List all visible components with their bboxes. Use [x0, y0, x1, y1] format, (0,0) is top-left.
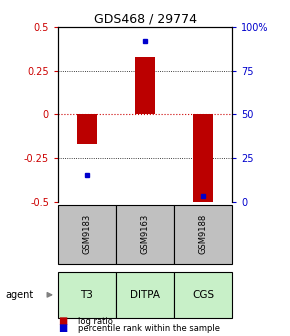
Text: CGS: CGS: [192, 290, 214, 300]
Bar: [77, 114, 97, 144]
Text: DITPA: DITPA: [130, 290, 160, 300]
Text: GSM9188: GSM9188: [198, 214, 208, 254]
Text: GSM9163: GSM9163: [140, 214, 150, 254]
Text: ■: ■: [58, 316, 67, 326]
Text: percentile rank within the sample: percentile rank within the sample: [78, 324, 220, 333]
Text: T3: T3: [81, 290, 93, 300]
Title: GDS468 / 29774: GDS468 / 29774: [93, 13, 197, 26]
Bar: [193, 114, 213, 205]
Text: ■: ■: [58, 323, 67, 333]
Bar: [135, 56, 155, 114]
Text: log ratio: log ratio: [78, 317, 113, 326]
Text: GSM9183: GSM9183: [82, 214, 92, 254]
Text: agent: agent: [6, 290, 34, 300]
